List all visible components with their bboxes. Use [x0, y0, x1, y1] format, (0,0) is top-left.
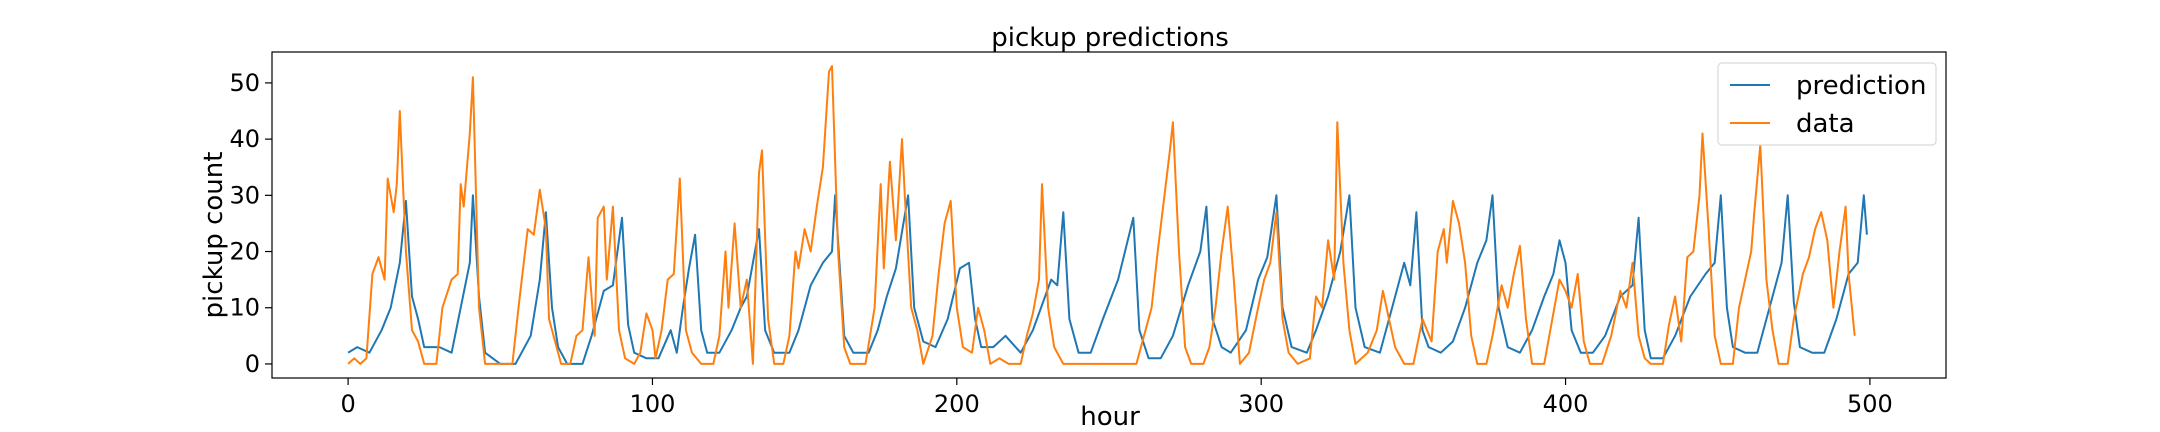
y-tick-label: 50	[229, 69, 260, 97]
legend: prediction data	[1717, 62, 1937, 146]
y-tick-label: 10	[229, 294, 260, 322]
legend-label-data: data	[1796, 109, 1855, 139]
x-tick-label: 300	[1238, 390, 1284, 418]
x-axis-label: hour	[1080, 402, 1140, 432]
x-tick-label: 0	[340, 390, 355, 418]
y-tick-label: 30	[229, 181, 260, 209]
x-tick-label: 400	[1543, 390, 1589, 418]
y-tick-label: 20	[229, 238, 260, 266]
legend-label-prediction: prediction	[1796, 71, 1926, 101]
plot-frame	[271, 51, 1947, 379]
x-tick-label: 500	[1847, 390, 1893, 418]
plot-area: 0 100 200 300 400 500 0 10 20 30 40 50 prediction dat…	[229, 51, 1947, 418]
chart-title: pickup predictions	[991, 23, 1229, 53]
y-tick-label: 0	[245, 350, 260, 378]
y-axis-label: pickup count	[199, 152, 229, 319]
series-line-data	[347, 65, 1856, 365]
legend-box	[1717, 62, 1937, 146]
x-tick-label: 100	[630, 390, 676, 418]
x-tick-label: 200	[934, 390, 980, 418]
y-tick-label: 40	[229, 125, 260, 153]
